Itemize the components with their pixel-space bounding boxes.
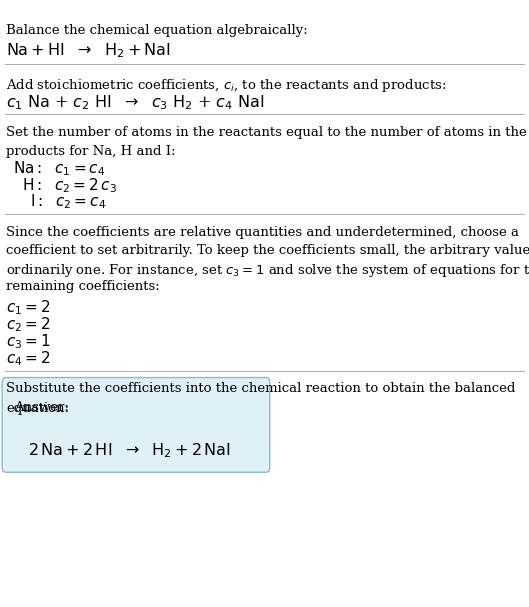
Text: Set the number of atoms in the reactants equal to the number of atoms in the: Set the number of atoms in the reactants… [6, 126, 527, 138]
Text: Substitute the coefficients into the chemical reaction to obtain the balanced: Substitute the coefficients into the che… [6, 382, 516, 395]
Text: Balance the chemical equation algebraically:: Balance the chemical equation algebraica… [6, 24, 308, 37]
FancyBboxPatch shape [2, 378, 270, 472]
Text: ordinarily one. For instance, set $c_3 = 1$ and solve the system of equations fo: ordinarily one. For instance, set $c_3 =… [6, 262, 529, 279]
Text: $c_2 = 2$: $c_2 = 2$ [6, 316, 51, 334]
Text: equation:: equation: [6, 402, 69, 415]
Text: Answer:: Answer: [14, 401, 69, 413]
Text: $c_3 = 1$: $c_3 = 1$ [6, 333, 51, 351]
Text: $\mathrm{Na:}$  $c_1 = c_4$: $\mathrm{Na:}$ $c_1 = c_4$ [13, 160, 105, 178]
Text: remaining coefficients:: remaining coefficients: [6, 280, 160, 293]
Text: Add stoichiometric coefficients, $c_i$, to the reactants and products:: Add stoichiometric coefficients, $c_i$, … [6, 77, 446, 94]
Text: coefficient to set arbitrarily. To keep the coefficients small, the arbitrary va: coefficient to set arbitrarily. To keep … [6, 244, 529, 257]
Text: $\mathrm{2\,Na + 2\,HI}$  $\rightarrow$  $\mathrm{H_2 + 2\,NaI}$: $\mathrm{2\,Na + 2\,HI}$ $\rightarrow$ $… [28, 441, 230, 460]
Text: Since the coefficients are relative quantities and underdetermined, choose a: Since the coefficients are relative quan… [6, 226, 519, 239]
Text: $\mathrm{Na + HI}$  $\rightarrow$  $\mathrm{H_2 + NaI}$: $\mathrm{Na + HI}$ $\rightarrow$ $\mathr… [6, 41, 171, 60]
Text: $c_4 = 2$: $c_4 = 2$ [6, 350, 51, 368]
Text: products for Na, H and I:: products for Na, H and I: [6, 145, 176, 158]
Text: $\mathrm{H:}$  $c_2 = 2\,c_3$: $\mathrm{H:}$ $c_2 = 2\,c_3$ [22, 176, 117, 195]
Text: $\mathrm{I:}$  $c_2 = c_4$: $\mathrm{I:}$ $c_2 = c_4$ [30, 192, 106, 211]
Text: $c_1 = 2$: $c_1 = 2$ [6, 299, 51, 317]
Text: $c_1$ $\mathrm{Na}$ + $c_2$ $\mathrm{HI}$  $\rightarrow$  $c_3$ $\mathrm{H_2}$ +: $c_1$ $\mathrm{Na}$ + $c_2$ $\mathrm{HI}… [6, 93, 264, 112]
